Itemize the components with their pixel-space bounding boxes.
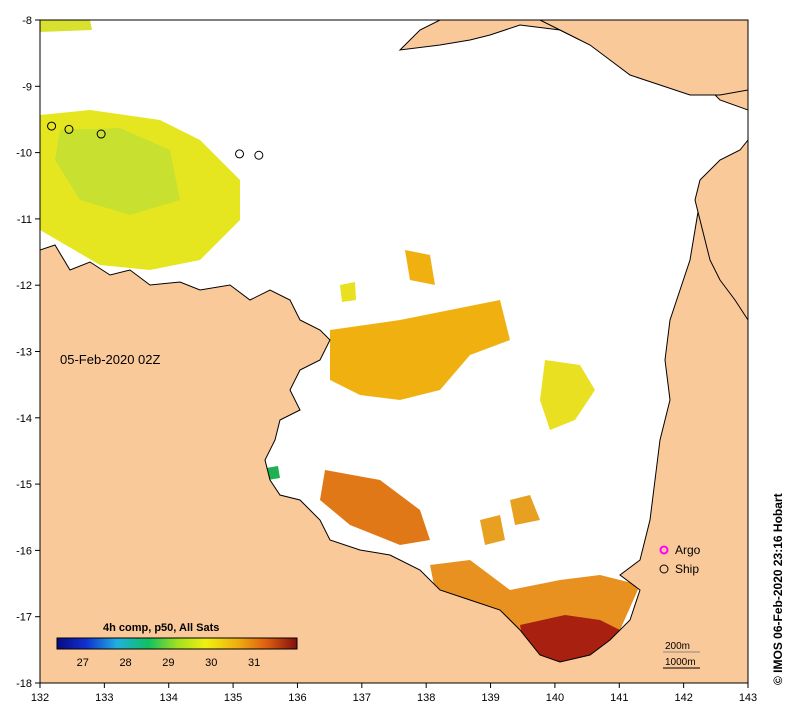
y-tick-label: -14 (16, 413, 32, 425)
x-axis: 132 133 134 135 136 137 138 139 140 141 142 143 (31, 683, 757, 704)
sst-patch-top-left (40, 20, 92, 32)
x-tick-label: 143 (739, 692, 757, 704)
y-tick-label: -18 (16, 678, 32, 690)
ship-marker (235, 149, 245, 159)
sst-patch-gulf-center (330, 300, 510, 400)
sst-patch-east (480, 515, 505, 545)
contour-1000-label: 1000m (665, 657, 696, 668)
x-tick-label: 135 (224, 692, 242, 704)
sst-patch-mid-south (510, 495, 540, 525)
x-tick-label: 142 (674, 692, 692, 704)
contour-200-label: 200m (665, 641, 690, 652)
credit-text: © IMOS 06-Feb-2020 23:16 Hobart (771, 493, 785, 685)
x-tick-label: 136 (288, 692, 306, 704)
y-tick-label: -17 (16, 612, 32, 624)
x-tick-label: 132 (31, 692, 49, 704)
colorbar: 4h comp, p50, All Sats 27 28 29 30 31 (56, 622, 298, 669)
colorbar-tick-label: 27 (77, 657, 89, 669)
map-timestamp: 05-Feb-2020 02Z (60, 352, 161, 367)
y-tick-label: -11 (17, 214, 32, 226)
sst-data (40, 20, 640, 662)
x-tick-label: 133 (95, 692, 113, 704)
y-tick-label: -16 (16, 545, 32, 557)
colorbar-tick-label: 29 (162, 657, 174, 669)
y-axis: -8 -9 -10 -11 -12 -13 -14 -15 -16 -17 -18 (16, 15, 40, 690)
land (40, 20, 748, 683)
ship-marker (64, 124, 74, 134)
x-tick-label: 134 (160, 692, 178, 704)
sst-patch-southern (320, 470, 430, 545)
x-tick-label: 138 (417, 692, 435, 704)
ship-marker (47, 121, 57, 131)
colorbar-tick-label: 30 (205, 657, 217, 669)
argo-legend-icon (659, 545, 669, 555)
ship-legend-label: Ship (675, 562, 699, 576)
y-tick-label: -10 (16, 148, 32, 160)
x-tick-label: 139 (481, 692, 499, 704)
sst-patch-southeast-red (520, 615, 620, 662)
y-tick-label: -15 (16, 479, 32, 491)
y-tick-label: -12 (16, 280, 32, 292)
ship-legend-icon (659, 564, 669, 574)
y-tick-label: -9 (22, 81, 32, 93)
sst-patch-yellow-small (340, 282, 356, 302)
colorbar-gradient (56, 637, 298, 650)
colorbar-tick-label: 31 (248, 657, 260, 669)
land-cape-york (694, 139, 748, 321)
x-tick-label: 137 (353, 692, 371, 704)
ship-markers (47, 121, 264, 160)
sst-patch-gulf-yellow (540, 360, 595, 430)
x-tick-label: 140 (546, 692, 564, 704)
ship-marker (254, 150, 264, 160)
marker-legend: Argo Ship 200m 1000m (659, 543, 701, 669)
sst-patch-northwest-green (55, 128, 180, 215)
x-tick-label: 141 (610, 692, 628, 704)
colorbar-title: 4h comp, p50, All Sats (103, 622, 219, 634)
sst-patch-gulf-north (405, 250, 435, 285)
land-northern-territory (40, 189, 748, 683)
ship-marker (96, 129, 106, 139)
y-tick-label: -8 (22, 15, 32, 27)
colorbar-ticks: 27 28 29 30 31 (77, 657, 261, 669)
argo-legend-label: Argo (675, 543, 701, 557)
land-png-coast (539, 20, 748, 96)
y-tick-label: -13 (16, 347, 32, 359)
colorbar-tick-label: 28 (119, 657, 131, 669)
